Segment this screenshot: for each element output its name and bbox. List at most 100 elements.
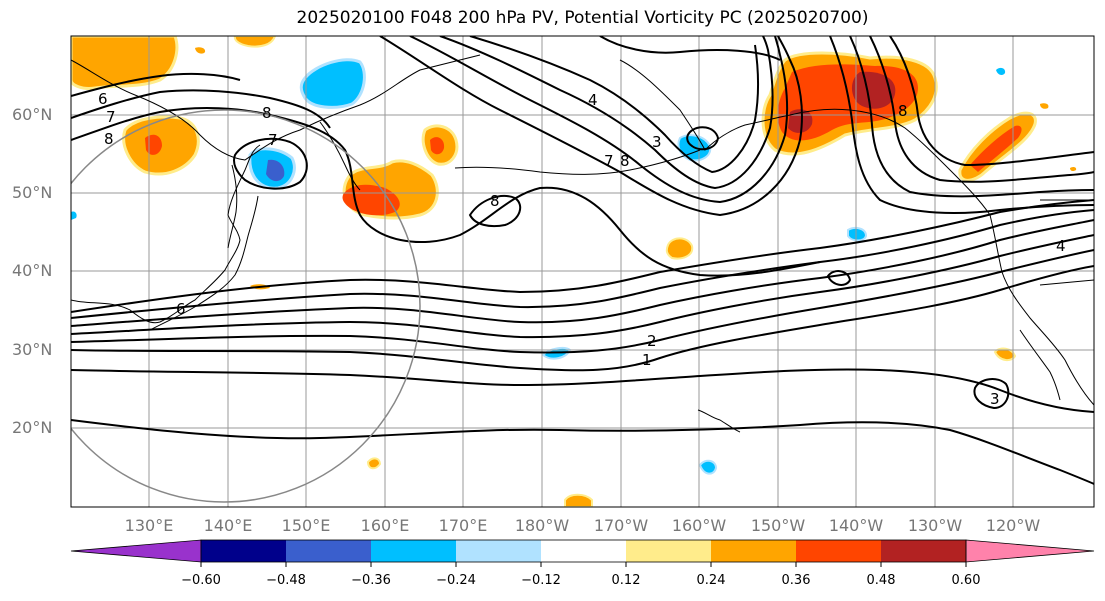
colorbar-ticks — [200, 562, 967, 567]
contour-ridge-4 — [889, 36, 1094, 167]
colorbar-tick-label: −0.12 — [521, 573, 561, 588]
colorbar-segment — [796, 540, 881, 562]
contour-3 — [71, 234, 1094, 339]
lon-label: 170°E — [438, 516, 488, 535]
colorbar-tick-label: −0.60 — [181, 573, 221, 588]
contour-trough-1 — [379, 36, 803, 217]
colorbar-frame — [200, 539, 967, 563]
lat-label: 20°N — [12, 418, 53, 437]
lon-label: 130°E — [124, 516, 174, 535]
contour-6 — [71, 199, 1094, 313]
contour-label: 1 — [642, 351, 652, 369]
colorbar-segment — [371, 540, 456, 562]
coast-hawaii — [697, 409, 741, 433]
contour-label: 7 — [106, 108, 116, 126]
lon-label: 140°E — [203, 516, 253, 535]
lon-label: 150°W — [750, 516, 806, 535]
contour-label: 8 — [104, 130, 114, 148]
lat-label: 60°N — [12, 105, 53, 124]
anomaly-neg-small-1 — [847, 227, 868, 242]
contour-8-north — [599, 36, 781, 61]
anomaly-small-1 — [195, 47, 206, 54]
contour-label: 4 — [588, 91, 598, 109]
coast-aleutians — [454, 149, 701, 175]
reference-circle — [71, 109, 421, 503]
graticule — [71, 36, 1094, 507]
contour-1 — [71, 265, 1094, 372]
coast-sakhalin — [227, 164, 238, 249]
colorbar-segment — [541, 540, 626, 562]
coast-japan-arc — [149, 195, 259, 331]
contour-label: 8 — [490, 192, 500, 210]
contour-loop-small — [826, 270, 852, 286]
lat-label: 30°N — [12, 340, 53, 359]
anomaly-pos-small-1 — [665, 237, 694, 260]
lon-label: 170°W — [593, 516, 649, 535]
lon-label: 150°E — [281, 516, 331, 535]
coast-kamchatka — [319, 121, 361, 191]
contour-label: 6 — [176, 300, 186, 318]
colorbar-tick-label: −0.24 — [436, 573, 476, 588]
contour-label: 3 — [990, 390, 1000, 408]
contour-label: 4 — [1056, 237, 1066, 255]
contour-2 — [71, 249, 1094, 354]
contour-7-west — [71, 89, 331, 129]
lon-label: 160°E — [360, 516, 410, 535]
colorbar-segment — [201, 540, 286, 562]
contour-label-group: 6 7 8 7 6 8 8 7 8 3 4 2 1 3 4 8 — [98, 90, 1066, 408]
contour-8-west — [71, 107, 821, 277]
contour-ridge-3 — [869, 36, 1094, 183]
anomaly-neg-okhotsk-north — [299, 58, 366, 109]
coast-asia-japan — [71, 144, 261, 324]
anomaly-alaska-darkred — [851, 71, 896, 109]
anomaly-top-mid — [233, 36, 277, 48]
anomaly-kuril-red — [430, 137, 445, 155]
lon-label: 130°W — [907, 516, 963, 535]
colorbar-tick-label: −0.48 — [266, 573, 306, 588]
anomaly-topleft — [71, 36, 179, 90]
contour-aleutian-loop — [686, 126, 720, 151]
contour-label: 7 — [604, 152, 614, 170]
colorbar-segment — [881, 540, 966, 562]
lat-label: 40°N — [12, 261, 53, 280]
anomaly-pos-small-4 — [366, 457, 382, 470]
anomaly-pos-small-3 — [993, 347, 1017, 362]
contour-3-ring — [973, 378, 1010, 410]
coast-north-america — [989, 214, 1094, 406]
map-title: 2025020100 F048 200 hPa PV, Potential Vo… — [296, 8, 869, 28]
contour-4 — [71, 219, 1094, 327]
contour-ridge-2 — [849, 36, 1094, 198]
contour-trough-4 — [469, 36, 760, 174]
anomaly-pos-small-2 — [564, 493, 593, 507]
contour-lower-1 — [71, 368, 1094, 413]
colorbar-tick-label: 0.24 — [696, 573, 726, 588]
colorbar-segment — [711, 540, 796, 562]
contour-label: 3 — [652, 133, 662, 151]
colorbar-segment — [626, 540, 711, 562]
coast-alaska — [619, 59, 991, 216]
contour-label: 8 — [898, 102, 908, 120]
colorbar-segment — [456, 540, 541, 562]
contour-8-low — [468, 195, 522, 228]
colorbar-tick-label: 0.60 — [951, 573, 981, 588]
contour-6-west — [71, 72, 241, 97]
colorbar — [70, 539, 1095, 567]
lon-label: 140°W — [828, 516, 884, 535]
coast-okhotsk — [71, 54, 481, 161]
colorbar-tick-label: 0.36 — [781, 573, 811, 588]
anomaly-pos-small-6 — [1070, 166, 1077, 172]
lon-label: 120°W — [985, 516, 1041, 535]
contour-lower-2 — [71, 419, 1094, 485]
colorbar-tick-label: 0.48 — [866, 573, 896, 588]
map-plot-area — [71, 36, 1094, 507]
map-frame — [70, 35, 1095, 508]
contour-7-low — [233, 137, 308, 190]
coast-baja — [1019, 329, 1061, 401]
border-us-mexico — [1039, 279, 1094, 286]
colorbar-extend-low — [70, 539, 202, 563]
anomaly-neg-small-5 — [71, 211, 77, 220]
contour-ridge-1 — [829, 36, 1094, 214]
colorbar-extend-high — [965, 539, 1095, 563]
anomaly-neg-small-3 — [698, 459, 718, 475]
